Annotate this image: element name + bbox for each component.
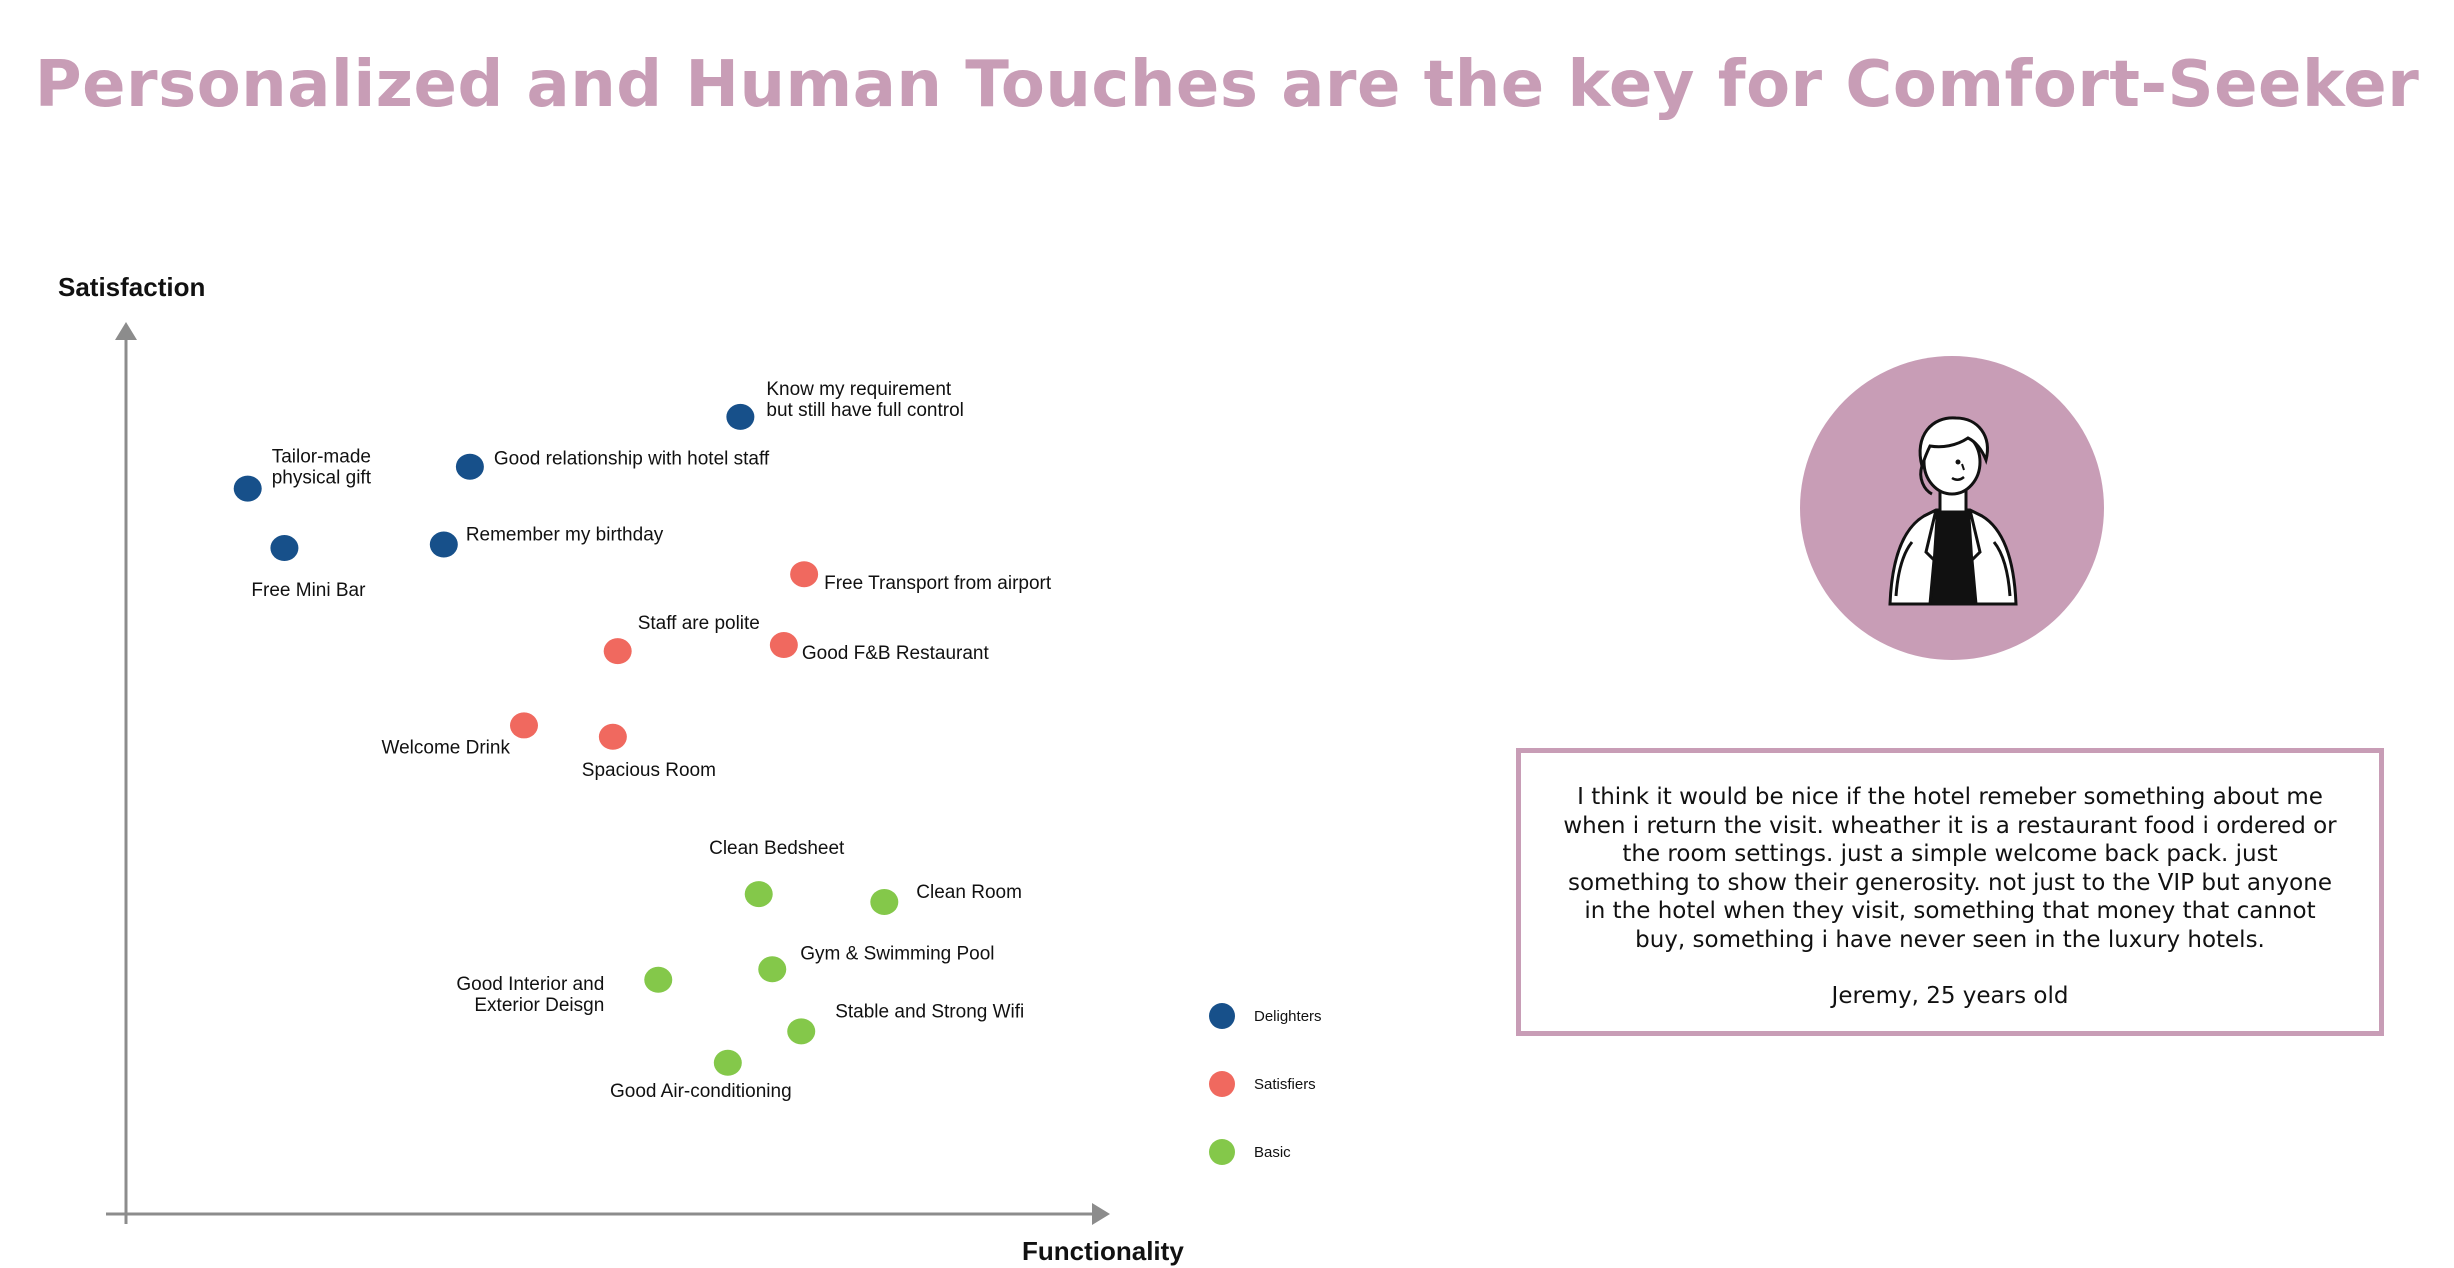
legend-marker-satisfiers [1209, 1071, 1235, 1097]
legend-label-basic: Basic [1254, 1144, 1291, 1161]
data-label: Spacious Room [582, 760, 716, 781]
data-point-basic [758, 956, 787, 983]
data-point-delighters [270, 535, 299, 562]
data-label: Good Interior and Exterior Deisgn [456, 974, 604, 1016]
legend: Delighters Satisfiers Basic [1209, 1003, 1322, 1165]
data-label: Free Transport from airport [824, 573, 1052, 594]
data-point-basic [744, 881, 773, 908]
data-point-delighters [455, 453, 484, 480]
data-label: Clean Bedsheet [709, 838, 845, 859]
data-point-satisfiers [598, 723, 627, 750]
data-label: Remember my birthday [466, 525, 664, 546]
x-axis-arrow [1092, 1203, 1110, 1225]
legend-label-satisfiers: Satisfiers [1254, 1076, 1316, 1093]
scatter-chart: Satisfaction Functionality Know my requi… [58, 272, 1322, 1266]
data-label: Welcome Drink [382, 737, 511, 758]
quote-author: Jeremy, 25 years old [1831, 983, 2069, 1009]
page-title: Personalized and Human Touches are the k… [34, 48, 2420, 122]
data-label: Staff are polite [638, 613, 760, 634]
data-points: Know my requirement but still have full c… [233, 379, 1052, 1102]
data-point-satisfiers [769, 632, 798, 659]
legend-marker-delighters [1209, 1003, 1235, 1029]
data-point-satisfiers [603, 638, 632, 665]
quote-text: I think it would be nice if the hotel re… [1563, 784, 2337, 953]
y-axis-label: Satisfaction [58, 272, 205, 302]
data-point-basic [644, 966, 673, 993]
data-label: Good F&B Restaurant [802, 643, 990, 664]
data-label: Gym & Swimming Pool [800, 943, 994, 964]
legend-marker-basic [1209, 1139, 1235, 1165]
data-point-delighters [726, 403, 755, 430]
data-point-basic [787, 1018, 816, 1045]
data-label: Free Mini Bar [251, 580, 366, 601]
data-point-basic [713, 1049, 742, 1076]
data-label: Stable and Strong Wifi [835, 1001, 1024, 1022]
data-point-satisfiers [509, 712, 538, 739]
data-label: Good Air-conditioning [610, 1081, 792, 1102]
persona-avatar [1800, 356, 2104, 660]
x-axis-label: Functionality [1022, 1236, 1184, 1266]
data-point-basic [870, 888, 899, 915]
data-label: Tailor-made physical gift [272, 447, 372, 489]
data-label: Know my requirement but still have full c… [766, 379, 964, 421]
data-label: Good relationship with hotel staff [494, 449, 770, 470]
data-point-delighters [429, 531, 458, 558]
person-avatar-icon [1888, 416, 2018, 606]
legend-label-delighters: Delighters [1254, 1008, 1322, 1025]
data-label: Clean Room [916, 882, 1022, 903]
quote-box: I think it would be nice if the hotel re… [1516, 748, 2384, 1036]
data-point-delighters [233, 475, 262, 502]
data-point-satisfiers [790, 561, 819, 588]
y-axis-arrow [115, 322, 137, 340]
